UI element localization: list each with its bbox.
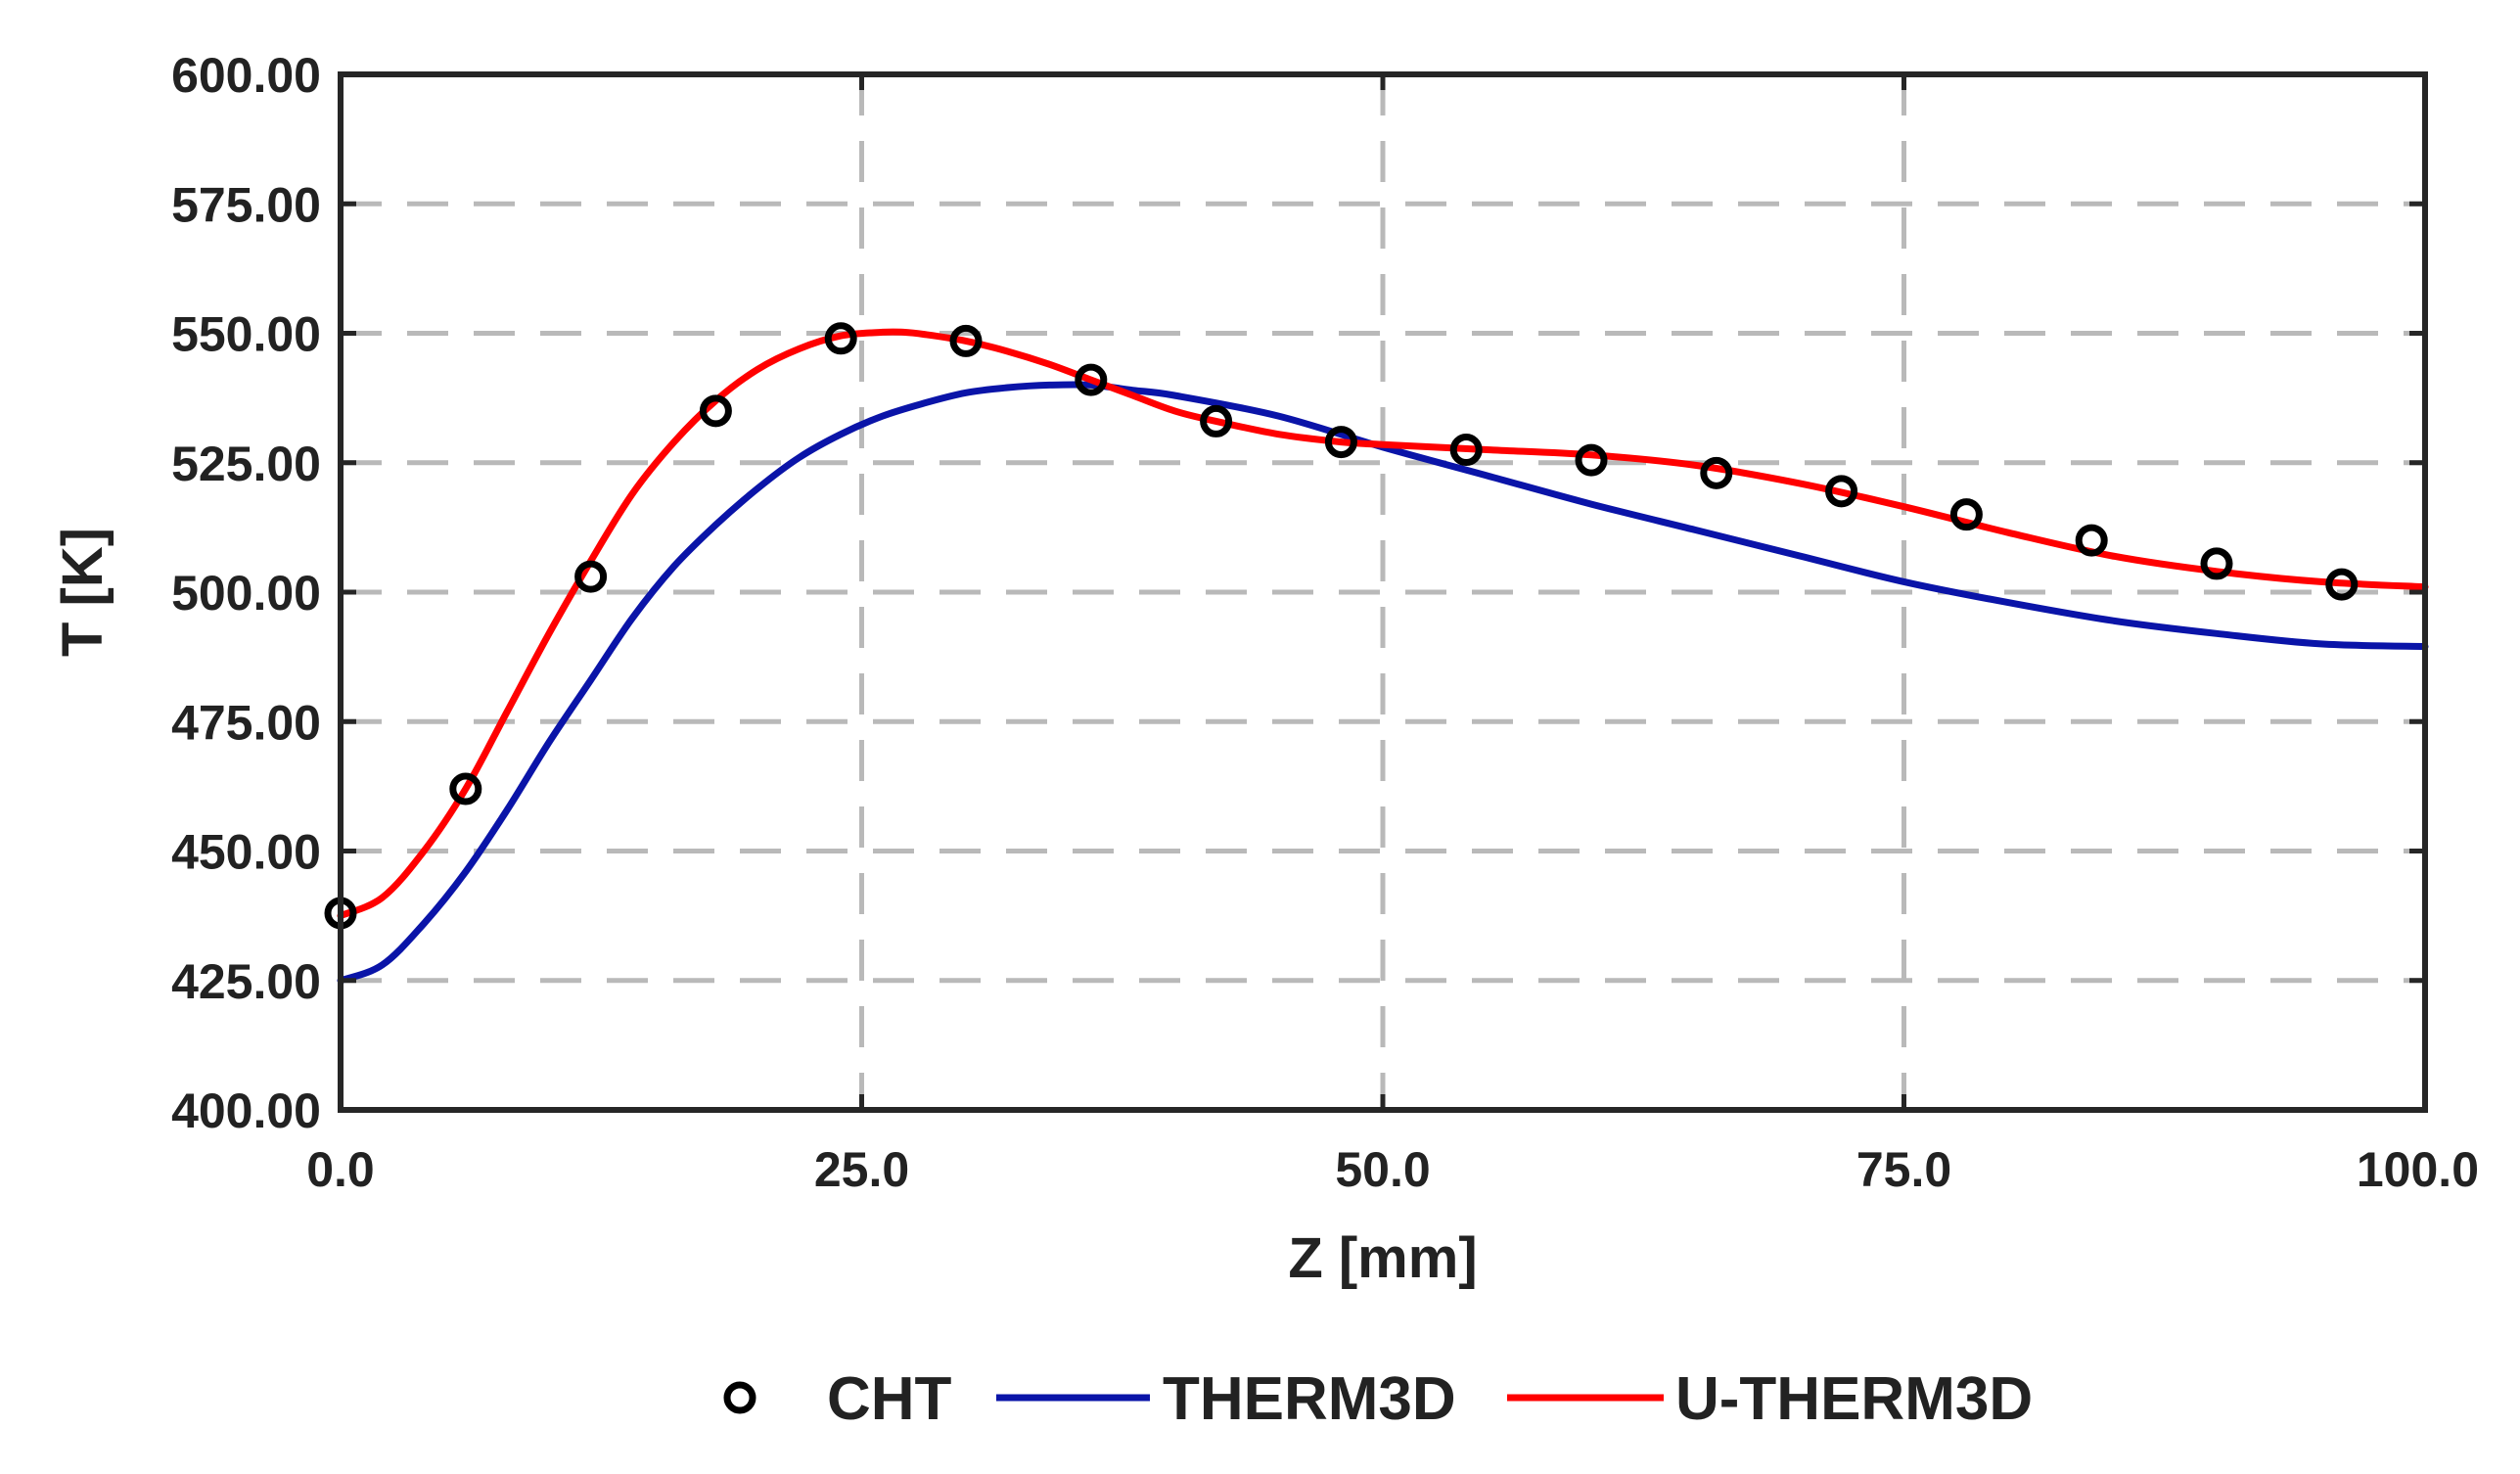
legend: CHT THERM3D U-THERM3D bbox=[723, 1365, 2033, 1433]
cht-data-point bbox=[699, 394, 732, 428]
y-axis-title: T [K] bbox=[51, 528, 115, 657]
tick-labels: 400.00 425.00 450.00 475.00 500.00 525.00 550.… bbox=[171, 48, 2479, 1197]
cht-data-point bbox=[2325, 568, 2359, 601]
y-tick-label: 425.00 bbox=[171, 954, 321, 1009]
grid bbox=[341, 74, 2425, 1110]
cht-data-point bbox=[1324, 426, 1357, 459]
cht-data-point bbox=[1949, 498, 1983, 531]
legend-label-therm3d: THERM3D bbox=[1163, 1365, 1456, 1433]
cht-data-point bbox=[2200, 547, 2233, 580]
cht-data-point bbox=[2075, 524, 2108, 557]
cht-data-point bbox=[1075, 363, 1108, 396]
y-tick-label: 550.00 bbox=[171, 307, 321, 362]
y-tick-label: 500.00 bbox=[171, 566, 321, 621]
plot-series bbox=[324, 322, 2429, 985]
x-tick-label: 25.0 bbox=[814, 1142, 909, 1197]
cht-data-point bbox=[824, 322, 857, 355]
series-line-u-therm3d bbox=[337, 328, 2429, 920]
y-tick-label: 575.00 bbox=[171, 177, 321, 232]
cht-data-point bbox=[1449, 434, 1483, 467]
legend-marker-cht bbox=[723, 1381, 756, 1414]
x-tick-label: 50.0 bbox=[1335, 1142, 1430, 1197]
x-axis-title: Z [mm] bbox=[1288, 1226, 1477, 1290]
cht-data-point bbox=[1825, 475, 1858, 508]
cht-data-point bbox=[1575, 443, 1608, 477]
y-tick-label: 600.00 bbox=[171, 48, 321, 103]
cht-data-point bbox=[574, 560, 608, 593]
legend-label-cht: CHT bbox=[827, 1365, 952, 1433]
legend-label-u-therm3d: U-THERM3D bbox=[1675, 1365, 2033, 1433]
cht-data-point bbox=[1700, 456, 1733, 489]
cht-data-point bbox=[949, 324, 983, 357]
series-line-therm3d bbox=[337, 381, 2429, 985]
y-tick-label: 525.00 bbox=[171, 437, 321, 491]
y-tick-label: 450.00 bbox=[171, 825, 321, 880]
x-tick-label: 100.0 bbox=[2357, 1142, 2479, 1197]
y-tick-label: 400.00 bbox=[171, 1083, 321, 1138]
x-tick-label: 0.0 bbox=[306, 1142, 375, 1197]
cht-data-point bbox=[1200, 404, 1233, 438]
cht-data-point bbox=[449, 772, 482, 806]
axis-ticks bbox=[338, 71, 2428, 1113]
y-tick-label: 475.00 bbox=[171, 695, 321, 750]
x-tick-label: 75.0 bbox=[1856, 1142, 1951, 1197]
